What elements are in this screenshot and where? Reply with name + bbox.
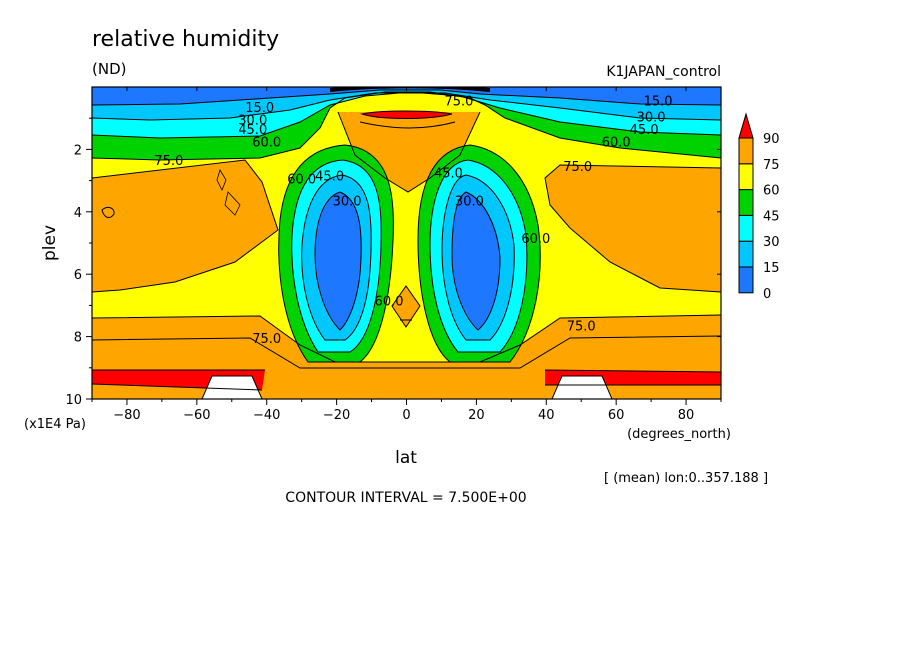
contour-label: 45.0 xyxy=(434,166,463,181)
x-tick-label: 20 xyxy=(468,408,485,423)
contour-label: 75.0 xyxy=(154,154,183,169)
missing-right xyxy=(551,375,613,399)
contour-labels: 75.060.045.030.015.060.0 45.030.075.045.0… xyxy=(154,95,672,347)
contour-label: 75.0 xyxy=(252,332,281,347)
y-tick-label: 8 xyxy=(74,331,82,346)
x-tick-label: 60 xyxy=(608,408,625,423)
contour-label: 45.0 xyxy=(238,123,267,138)
colorbar-label: 15 xyxy=(763,261,780,276)
colorbar-label: 30 xyxy=(763,235,780,250)
run-label: K1JAPAN_control xyxy=(606,64,721,80)
x-axis-label: lat xyxy=(395,448,417,468)
x-tick-label: −20 xyxy=(323,408,350,423)
sliver-left xyxy=(216,169,227,191)
colorbar-label: 0 xyxy=(763,287,771,302)
colorbar-triangle xyxy=(738,112,754,139)
x-tick-label: −40 xyxy=(253,408,280,423)
mean-note: [ (mean) lon:0..357.188 ] xyxy=(604,471,768,486)
x-tick-label: −80 xyxy=(113,408,140,423)
contour-label: 60.0 xyxy=(287,173,316,188)
contour-label: 30.0 xyxy=(333,195,362,210)
x-axis: −80 −60 −40 −20 0 20 40 60 80 xyxy=(91,87,722,423)
colorbar: 0 15 30 45 60 75 90 xyxy=(738,112,780,302)
contour-label: 15.0 xyxy=(245,101,274,116)
colorbar-box xyxy=(738,163,754,191)
x-tick-label: 40 xyxy=(538,408,555,423)
missing-left xyxy=(201,375,263,399)
colorbar-box xyxy=(738,137,754,165)
y-tick-label: 4 xyxy=(74,206,82,221)
y-axis: 2 4 6 8 10 xyxy=(65,117,721,408)
contour-label: 60.0 xyxy=(375,294,404,309)
left-cell-0 xyxy=(315,192,362,330)
y-tick-label: 6 xyxy=(74,268,82,283)
contour-label: 60.0 xyxy=(252,135,281,150)
contour-label: 30.0 xyxy=(238,113,267,128)
y-axis-label: plev xyxy=(40,225,60,261)
colorbar-box xyxy=(738,189,754,216)
band-75-90-left xyxy=(92,160,278,292)
band-75-90-top-center xyxy=(338,112,480,192)
right-cell-0 xyxy=(452,192,500,330)
colorbar-box xyxy=(738,266,754,294)
contour-label: 30.0 xyxy=(637,110,666,125)
contour-label: 45.0 xyxy=(630,123,659,138)
colorbar-box xyxy=(738,240,754,268)
contour-label: 60.0 xyxy=(521,232,550,247)
contour-label: 45.0 xyxy=(315,170,344,185)
band-90-top xyxy=(362,111,452,119)
colorbar-label: 60 xyxy=(763,184,780,199)
patch-left xyxy=(224,191,241,216)
x-tick-label: −60 xyxy=(183,408,210,423)
chart-title: relative humidity xyxy=(92,27,279,52)
contour-label: 60.0 xyxy=(602,135,631,150)
contour-label: 30.0 xyxy=(455,195,484,210)
contour-label: 75.0 xyxy=(563,160,592,175)
contour-lines xyxy=(92,89,721,391)
x-tick-label: 0 xyxy=(402,408,410,423)
contour-label: 75.0 xyxy=(444,95,473,110)
colorbar-label: 45 xyxy=(763,209,780,224)
tropopause-crowding xyxy=(329,87,491,92)
band-75-90-right xyxy=(545,165,721,292)
x-axis-units: (degrees_north) xyxy=(627,427,731,442)
contour-field xyxy=(92,87,721,399)
contour-label: 75.0 xyxy=(567,319,596,334)
y-tick-label: 10 xyxy=(65,393,82,408)
contour-interval: CONTOUR INTERVAL = 7.500E+00 xyxy=(285,490,526,506)
colorbar-label: 75 xyxy=(763,158,780,173)
y-axis-units: (x1E4 Pa) xyxy=(24,417,86,432)
y-tick-label: 2 xyxy=(74,143,82,158)
colorbar-label: 90 xyxy=(763,132,780,147)
top-band-0 xyxy=(92,87,721,105)
x-tick-label: 80 xyxy=(678,408,695,423)
colorbar-box xyxy=(738,214,754,242)
chart-units: (ND) xyxy=(92,60,126,78)
contour-label: 15.0 xyxy=(644,95,673,110)
